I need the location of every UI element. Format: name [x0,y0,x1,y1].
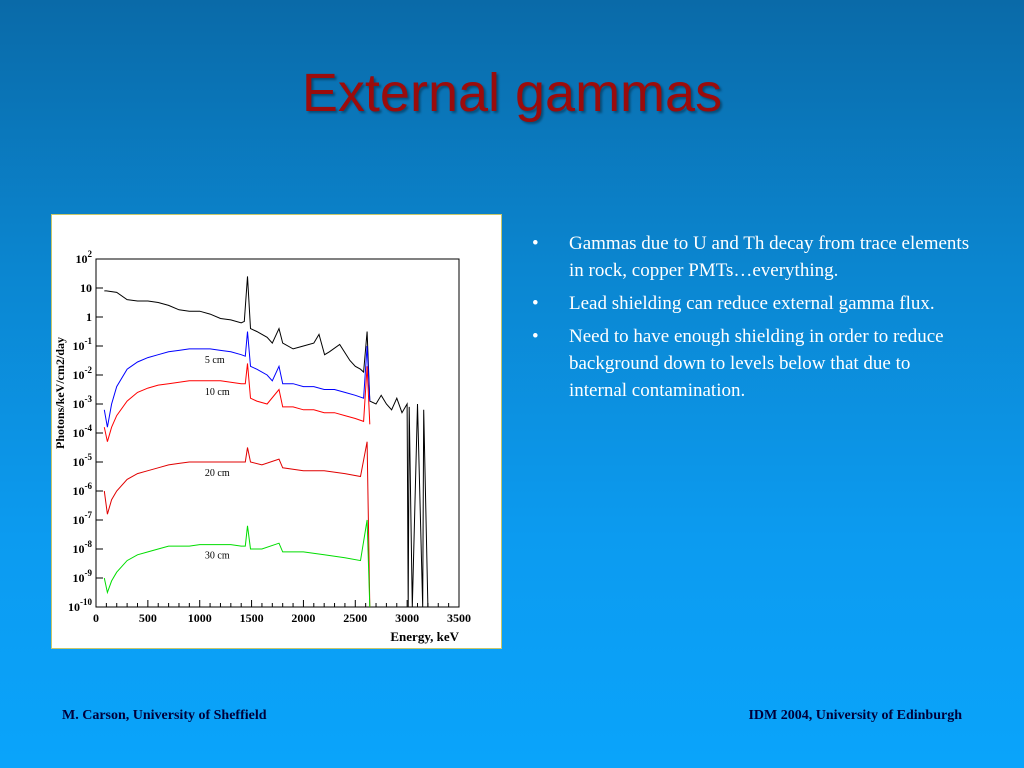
series-label: 5 cm [205,355,225,366]
bullet-symbol: • [532,233,539,254]
bullet-list: • Gammas due to U and Th decay from trac… [530,230,970,410]
series-line [104,276,429,608]
y-tick-label: 10-6 [73,481,93,498]
slide-title: External gammas [301,63,723,123]
y-tick-label: 10-1 [73,336,93,353]
x-axis-title: Energy, keV [390,629,459,644]
series-label: 30 cm [205,551,230,562]
bullet-symbol: • [532,326,539,347]
bullet-item: • Gammas due to U and Th decay from trac… [530,230,970,284]
bullet-item: • Need to have enough shielding in order… [530,323,970,404]
x-tick-label: 3500 [447,611,471,625]
plot-frame [95,258,460,608]
footer-author: M. Carson, University of Sheffield [62,708,267,723]
bullet-text: Need to have enough shielding in order t… [569,326,944,401]
y-tick-label: 1 [86,310,92,324]
spectrum-figure: 0 500 1000 1500 2000 2500 3000 3500 102 10 1 10-1 10… [51,214,502,649]
bullet-text: Lead shielding can reduce external gamma… [569,293,935,314]
y-tick-label: 10-9 [73,568,93,585]
x-tick-label: 0 [93,611,99,625]
series-line [103,363,371,442]
y-tick-label: 10-4 [73,423,93,440]
y-tick-label: 10-10 [68,597,92,614]
x-tick-label: 1500 [240,611,264,625]
series-line [103,331,371,428]
gamma-spectrum-chart: 0 500 1000 1500 2000 2500 3000 3500 102 10 1 10-1 10… [53,249,471,644]
x-tick-label: 1000 [188,611,212,625]
x-tick-label: 3000 [395,611,419,625]
series-layer [103,276,429,608]
series-label: 10 cm [205,387,230,398]
y-tick-label: 10-8 [73,539,93,556]
bullet-symbol: • [532,293,539,314]
label-layer: 0 500 1000 1500 2000 2500 3000 3500 102 10 1 10-1 10… [53,249,471,644]
y-tick-label: 10-5 [73,452,93,469]
bullet-item: • Lead shielding can reduce external gam… [530,290,970,317]
y-axis-title: Photons/keV/cm2/day [53,337,67,449]
series-line [103,441,371,608]
y-tick-label: 10-3 [73,394,93,411]
series-line [103,519,371,608]
x-tick-label: 500 [139,611,157,625]
plot-area-frame [95,258,460,608]
y-tick-label: 10 [80,281,92,295]
bullet-text: Gammas due to U and Th decay from trace … [569,233,970,281]
y-tick-label: 10-2 [73,365,93,382]
series-label: 20 cm [205,468,230,479]
y-tick-label: 102 [76,249,93,266]
y-tick-label: 10-7 [73,510,93,527]
x-tick-label: 2500 [343,611,367,625]
x-tick-label: 2000 [291,611,315,625]
footer-conference: IDM 2004, University of Edinburgh [748,708,962,723]
